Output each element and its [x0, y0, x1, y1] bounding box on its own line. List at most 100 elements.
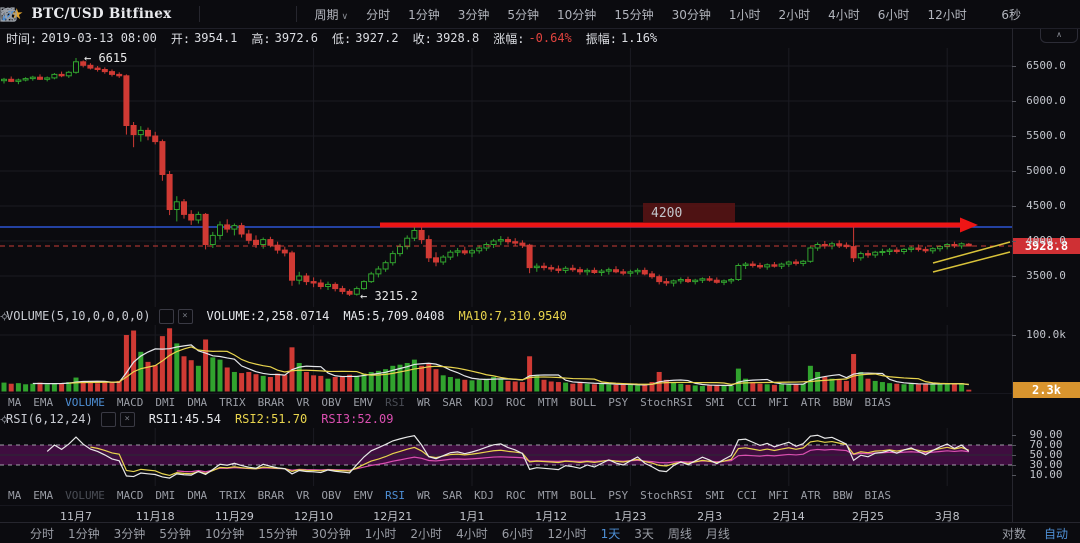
bottom-tab-cci[interactable]: CCI [736, 489, 757, 502]
timeframe-4小时[interactable]: 4小时 [456, 527, 488, 541]
bottom-tab-stochrsi[interactable]: StochRSI [640, 489, 694, 502]
top-tab-wr[interactable]: WR [417, 396, 431, 409]
rsi-chart[interactable] [0, 428, 1012, 486]
period-button-1分钟[interactable]: 1分钟 [408, 7, 440, 22]
period-menu[interactable]: 周期 ∨ [314, 7, 349, 22]
timeframe-1天[interactable]: 1天 [600, 527, 621, 541]
timeframe-1分钟[interactable]: 1分钟 [68, 527, 100, 541]
refresh-interval[interactable]: 6秒 [1001, 7, 1021, 22]
bottom-tab-emv[interactable]: EMV [353, 489, 374, 502]
period-button-15分钟[interactable]: 15分钟 [614, 7, 654, 22]
timeframe-2小时[interactable]: 2小时 [410, 527, 443, 541]
bottom-tab-sar[interactable]: SAR [442, 489, 463, 502]
top-tab-sar[interactable]: SAR [442, 396, 463, 409]
timeframe-12小时[interactable]: 12小时 [547, 527, 587, 541]
top-tab-atr[interactable]: ATR [800, 396, 821, 409]
top-tab-vr[interactable]: VR [296, 396, 310, 409]
timeframe-1小时[interactable]: 1小时 [364, 527, 397, 541]
top-tab-dma[interactable]: DMA [187, 396, 208, 409]
symbol-title[interactable]: BTC/USD Bitfinex [31, 6, 172, 22]
volume-chart[interactable] [0, 325, 1012, 392]
rsi2-value: RSI2:51.70 [234, 412, 308, 426]
rsi-close-icon[interactable]: × [119, 411, 135, 427]
log-scale-button[interactable]: 对数 [1001, 527, 1026, 541]
resistance-arrow[interactable] [380, 222, 960, 228]
period-button-5分钟[interactable]: 5分钟 [507, 7, 540, 22]
top-tab-bbw[interactable]: BBW [832, 396, 853, 409]
trend-channel-lower[interactable] [932, 251, 1011, 273]
bottom-tab-volume[interactable]: VOLUME [65, 489, 105, 502]
bottom-tab-bias[interactable]: BIAS [864, 489, 891, 502]
top-tab-volume[interactable]: VOLUME [65, 396, 105, 409]
top-tab-ema[interactable]: EMA [33, 396, 54, 409]
bottom-tab-rsi[interactable]: RSI [385, 489, 405, 502]
period-button-10分钟[interactable]: 10分钟 [557, 7, 597, 22]
period-button-12小时[interactable]: 12小时 [927, 7, 967, 22]
period-button-3分钟[interactable]: 3分钟 [457, 7, 490, 22]
volume-close-icon[interactable]: × [177, 308, 193, 324]
bottom-tab-boll[interactable]: BOLL [569, 489, 597, 502]
bottom-tab-ema[interactable]: EMA [33, 489, 54, 502]
period-button-2小时[interactable]: 2小时 [778, 7, 811, 22]
top-tab-rsi[interactable]: RSI [385, 396, 405, 409]
top-tab-trix[interactable]: TRIX [219, 396, 246, 409]
top-tab-bias[interactable]: BIAS [864, 396, 891, 409]
top-tab-boll[interactable]: BOLL [569, 396, 597, 409]
top-tab-obv[interactable]: OBV [321, 396, 342, 409]
timeframe-10分钟[interactable]: 10分钟 [204, 527, 245, 541]
collapse-toolbar-tab[interactable]: ∧ [1040, 29, 1078, 43]
top-tab-cci[interactable]: CCI [736, 396, 757, 409]
timeframe-15分钟[interactable]: 15分钟 [258, 527, 298, 541]
bottom-tab-wr[interactable]: WR [417, 489, 431, 502]
timeframe-30分钟[interactable]: 30分钟 [311, 527, 351, 541]
period-button-分时[interactable]: 分时 [366, 7, 391, 22]
timeframe-月线[interactable]: 月线 [705, 527, 730, 541]
top-tab-brar[interactable]: BRAR [257, 396, 285, 409]
timeframe-6小时[interactable]: 6小时 [501, 527, 534, 541]
bottom-tab-mtm[interactable]: MTM [537, 489, 558, 502]
top-tab-kdj[interactable]: KDJ [474, 396, 494, 409]
period-button-4小时[interactable]: 4小时 [828, 7, 860, 22]
top-tab-ma[interactable]: MA [8, 396, 22, 409]
bottom-tab-mfi[interactable]: MFI [768, 489, 789, 502]
resistance-label-box[interactable] [643, 203, 735, 222]
bottom-tab-atr[interactable]: ATR [800, 489, 821, 502]
bottom-tab-ma[interactable]: MA [8, 489, 22, 502]
top-tab-macd[interactable]: MACD [116, 396, 144, 409]
candles [1, 57, 972, 296]
top-tab-roc[interactable]: ROC [506, 396, 526, 409]
trend-channel-upper[interactable] [932, 241, 1011, 264]
period-button-1小时[interactable]: 1小时 [728, 7, 761, 22]
top-tab-emv[interactable]: EMV [353, 396, 374, 409]
top-tab-psy[interactable]: PSY [608, 396, 629, 409]
bottom-tab-dmi[interactable]: DMI [155, 489, 176, 502]
period-button-30分钟[interactable]: 30分钟 [671, 7, 711, 22]
bottom-tab-obv[interactable]: OBV [321, 489, 342, 502]
timeframe-周线[interactable]: 周线 [667, 527, 692, 541]
bottom-tab-roc[interactable]: ROC [506, 489, 526, 502]
auto-scale-button[interactable]: 自动 [1043, 527, 1068, 541]
bottom-tab-brar[interactable]: BRAR [257, 489, 285, 502]
bottom-tab-smi[interactable]: SMI [705, 489, 725, 502]
timeframe-3分钟[interactable]: 3分钟 [113, 527, 146, 541]
bottom-tab-psy[interactable]: PSY [608, 489, 629, 502]
top-tab-smi[interactable]: SMI [705, 396, 725, 409]
top-tab-mfi[interactable]: MFI [768, 396, 789, 409]
top-tab-mtm[interactable]: MTM [537, 396, 558, 409]
change-label: 涨幅: [493, 31, 525, 46]
timeframe-分时[interactable]: 分时 [30, 527, 55, 541]
bottom-tab-macd[interactable]: MACD [116, 489, 144, 502]
bottom-tab-kdj[interactable]: KDJ [474, 489, 494, 502]
rsi-settings-icon[interactable] [0, 411, 116, 427]
bottom-tab-bbw[interactable]: BBW [832, 489, 853, 502]
bottom-tab-trix[interactable]: TRIX [219, 489, 246, 502]
volume-settings-icon[interactable] [0, 308, 174, 324]
timeframe-5分钟[interactable]: 5分钟 [159, 527, 191, 541]
bottom-tab-vr[interactable]: VR [296, 489, 310, 502]
bottom-tab-dma[interactable]: DMA [187, 489, 208, 502]
top-tab-dmi[interactable]: DMI [155, 396, 176, 409]
candlestick-chart[interactable]: 4200 ← 6615 ← 3215.2 [0, 48, 1012, 307]
period-button-6小时[interactable]: 6小时 [877, 7, 910, 22]
timeframe-3天[interactable]: 3天 [634, 527, 654, 541]
top-tab-stochrsi[interactable]: StochRSI [640, 396, 694, 409]
